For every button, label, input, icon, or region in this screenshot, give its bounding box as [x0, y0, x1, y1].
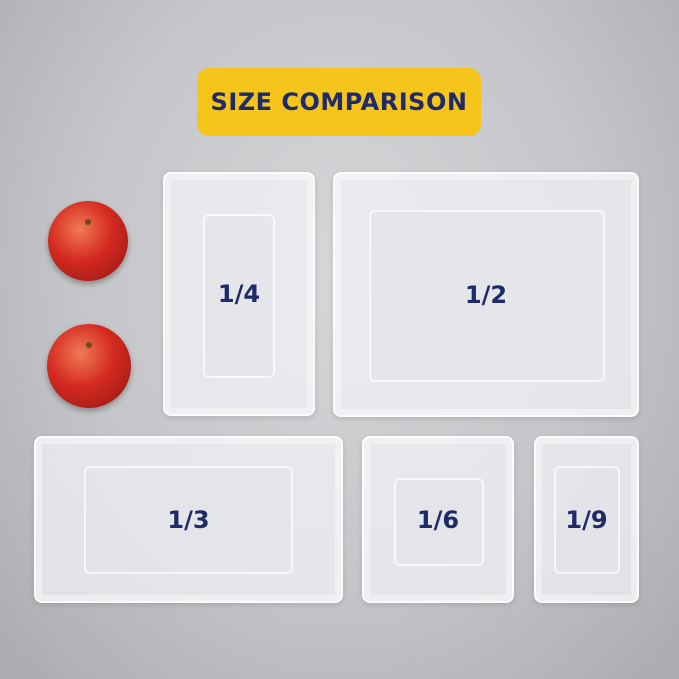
- apple-image: [48, 201, 128, 281]
- pan-quarter: 1/4: [163, 172, 315, 416]
- pan-label: 1/9: [565, 505, 608, 534]
- pan-label: 1/3: [167, 505, 210, 534]
- apple-image: [47, 324, 131, 408]
- pan-label: 1/2: [464, 280, 508, 309]
- pan-label: 1/6: [416, 505, 460, 534]
- size-comparison-badge: SIZE COMPARISON: [197, 68, 481, 136]
- pan-third: 1/3: [34, 436, 343, 603]
- pan-ninth: 1/9: [534, 436, 639, 603]
- pan-half: 1/2: [333, 172, 639, 417]
- pan-label: 1/4: [217, 280, 261, 308]
- pan-sixth: 1/6: [362, 436, 514, 603]
